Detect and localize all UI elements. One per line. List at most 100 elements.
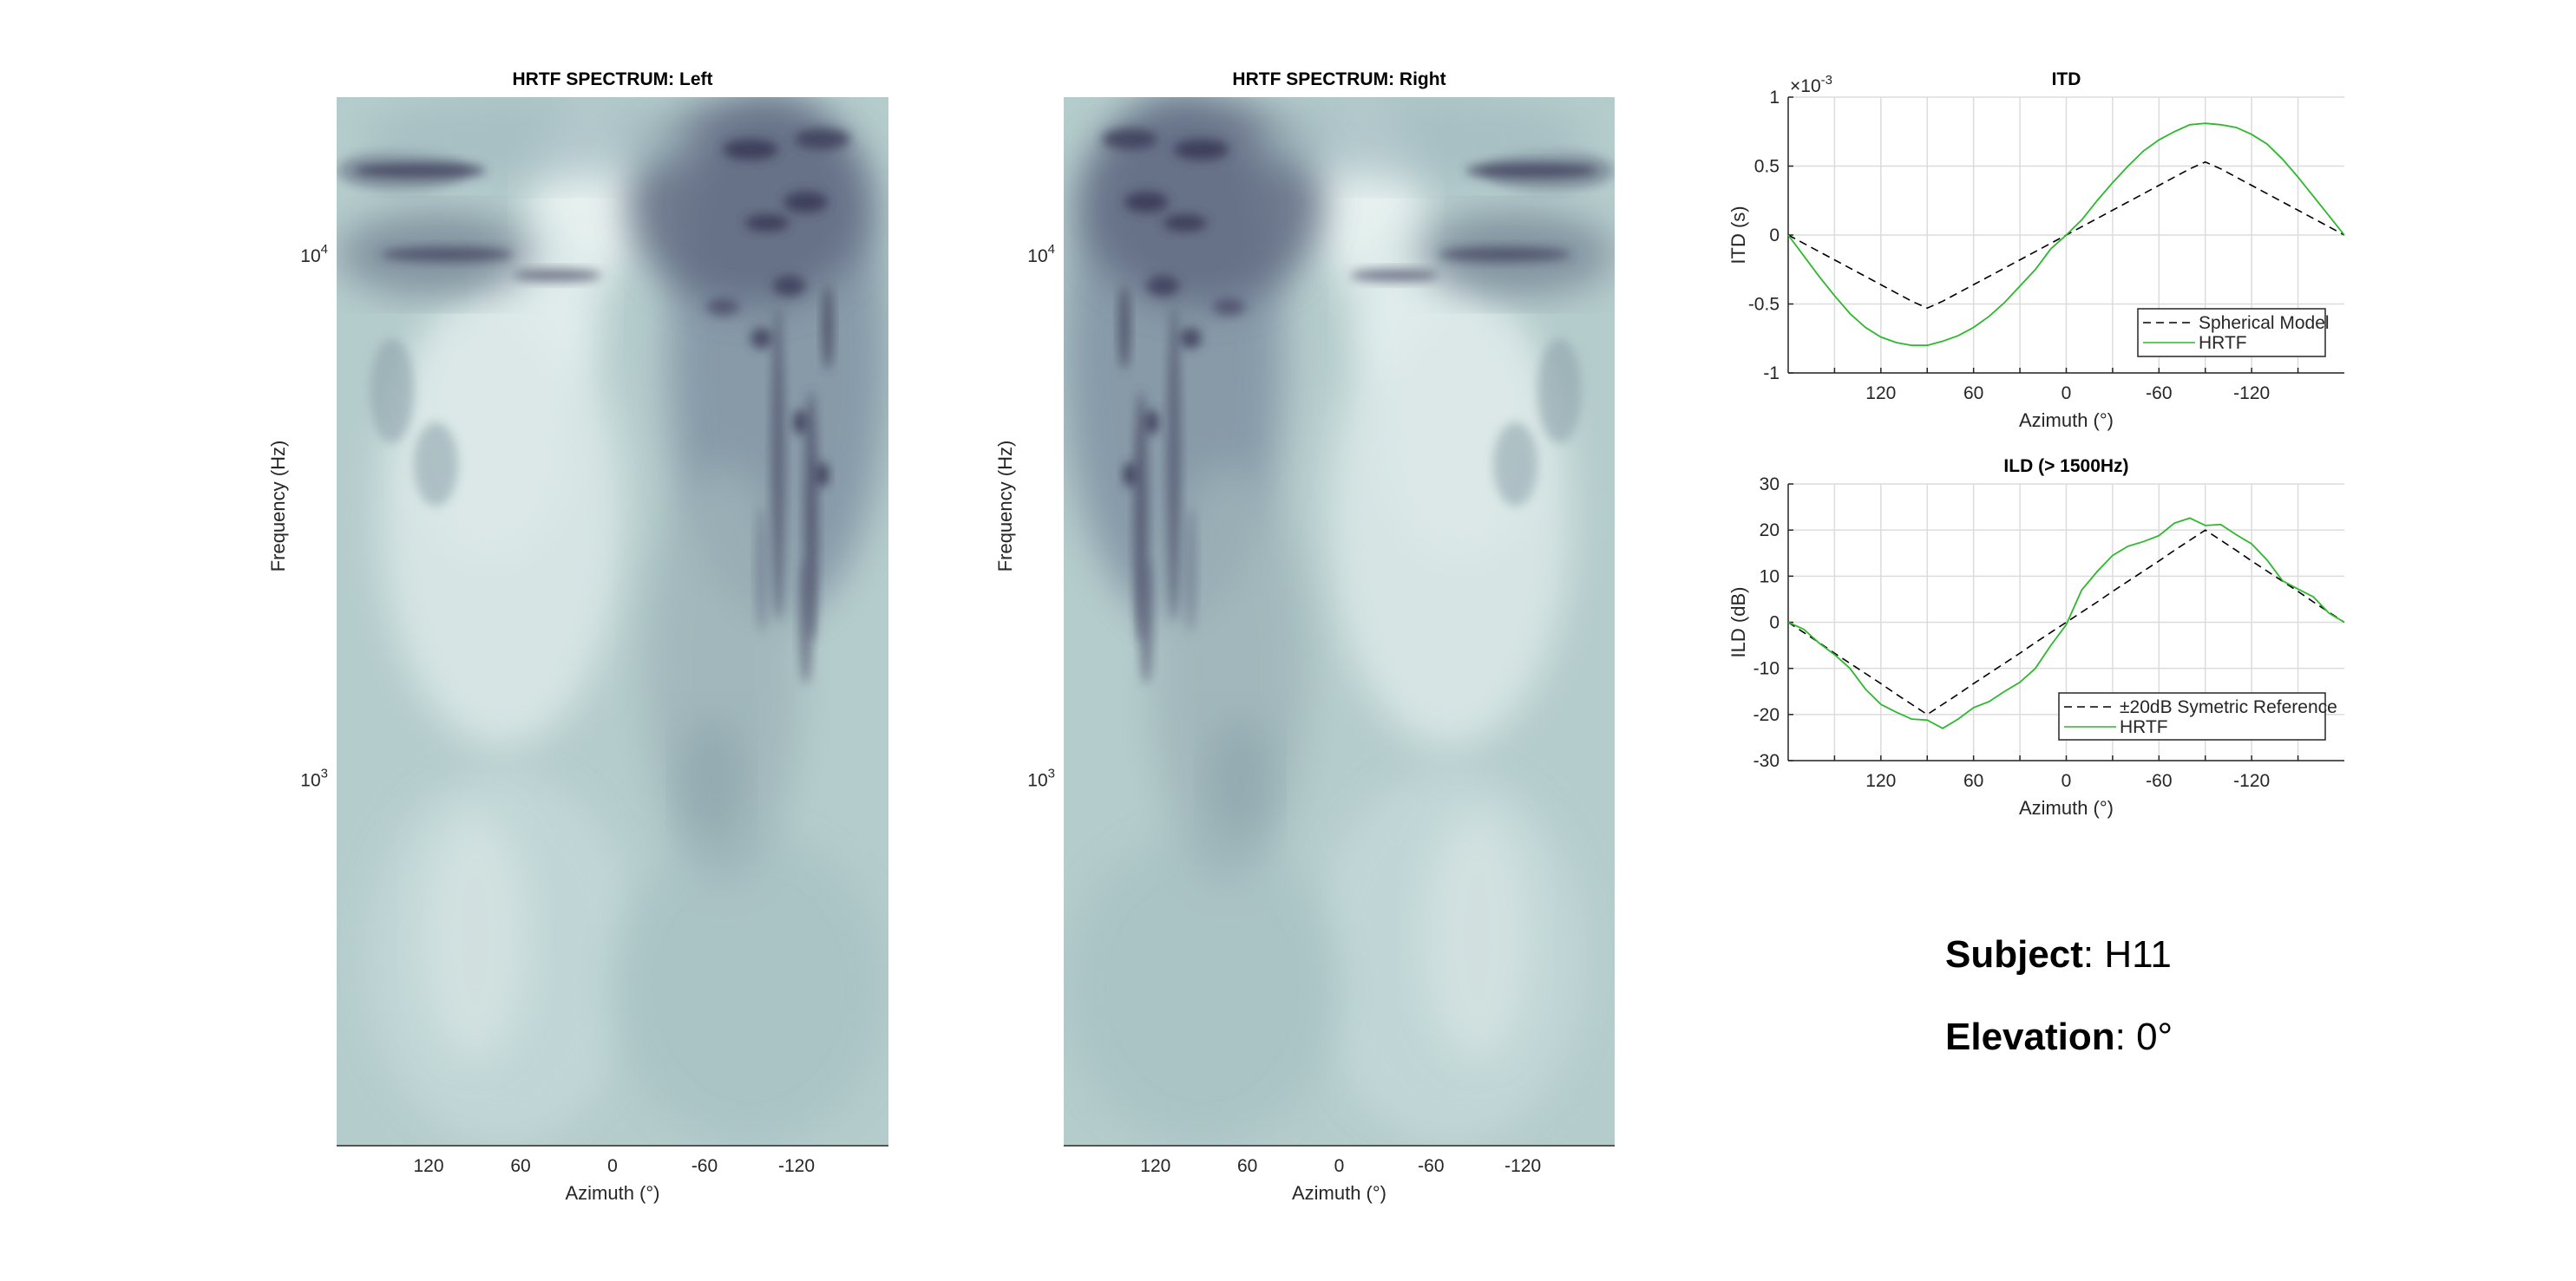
- y-tick-label: 0.5: [1754, 157, 1780, 177]
- y-tick-label: 20: [1760, 520, 1780, 540]
- heatmap-cell: [751, 327, 773, 350]
- heatmap-cell: [1537, 338, 1582, 443]
- legend-label: HRTF: [2120, 717, 2168, 737]
- heatmap-cell: [1184, 506, 1196, 632]
- heatmap-cell: [1465, 161, 1598, 180]
- heatmap-cell: [744, 214, 790, 232]
- tick-exponent: 3: [1048, 766, 1055, 781]
- heatmap-cell: [364, 97, 696, 181]
- y-tick-label: 0: [1769, 225, 1780, 245]
- heatmap-cell: [1179, 327, 1202, 350]
- y-tick-label: -1: [1763, 363, 1780, 383]
- x-tick-label: -60: [1418, 1156, 1444, 1176]
- x-tick-label: 60: [1237, 1156, 1257, 1176]
- tick-base: 10: [1027, 770, 1047, 790]
- y-tick-label: 10: [1760, 566, 1780, 586]
- heatmap-cell: [1146, 275, 1180, 297]
- heatmap-cell: [756, 506, 768, 632]
- heatmap-cell: [1123, 461, 1137, 487]
- x-tick-label: -120: [1504, 1156, 1541, 1176]
- legend-label: Spherical Model: [2199, 313, 2330, 333]
- tick-base: 10: [300, 770, 320, 790]
- heatmap-cell: [706, 298, 740, 316]
- tick-base: 10: [300, 246, 320, 266]
- x-tick-label: 0: [2061, 383, 2072, 403]
- heatmap-cell: [1438, 246, 1571, 262]
- exponent-power: -3: [1821, 73, 1832, 88]
- x-tick-label: 0: [1334, 1156, 1345, 1176]
- tick-exponent: 3: [321, 766, 328, 781]
- elevation-label: Elevation: [1945, 1016, 2115, 1058]
- x-axis-label: Azimuth (°): [2019, 797, 2114, 819]
- elevation-value: : 0°: [2115, 1016, 2173, 1058]
- heatmap-cell: [1144, 409, 1159, 435]
- legend-label: ±20dB Symetric Reference: [2120, 697, 2337, 717]
- chart-title: ITD: [2052, 69, 2081, 89]
- y-tick-label: -10: [1753, 659, 1780, 679]
- x-tick-label: -120: [778, 1156, 815, 1176]
- legend-box: [2058, 692, 2326, 741]
- x-axis-label: Azimuth (°): [565, 1182, 659, 1204]
- series-line-hrtf: [1787, 122, 2345, 347]
- x-tick-label: -60: [2146, 771, 2172, 791]
- tick-base: 10: [1027, 246, 1047, 266]
- heatmap-cell: [414, 422, 458, 507]
- legend-box: [2137, 308, 2326, 357]
- heatmap-cell: [1212, 298, 1246, 316]
- heatmap-left: HRTF SPECTRUM: Left Azimuth (°) Frequency …: [267, 69, 888, 1204]
- heatmap-cell: [1163, 214, 1208, 232]
- elevation-text: Elevation: 0°: [1945, 1016, 2173, 1058]
- heatmap-cell: [1064, 831, 1340, 1146]
- x-tick-label: 120: [413, 1156, 443, 1176]
- exponent-base: ×10: [1790, 76, 1821, 96]
- x-axis-label: Azimuth (°): [1292, 1182, 1386, 1204]
- heatmap-cell: [822, 285, 834, 370]
- series-line-reference: [1787, 529, 2345, 716]
- tick-exponent: 4: [1048, 242, 1055, 257]
- chart-title: ILD (> 1500Hz): [2003, 456, 2128, 476]
- heatmap-cell: [1124, 191, 1169, 212]
- heatmap-cell: [771, 306, 785, 622]
- x-tick-label: 120: [1865, 771, 1896, 791]
- heatmap-title: HRTF SPECTRUM: Left: [513, 69, 713, 89]
- heatmap-cell: [816, 461, 829, 487]
- x-tick-label: 60: [510, 1156, 530, 1176]
- heatmap-cell: [513, 269, 602, 282]
- y-tick-label: -0.5: [1748, 295, 1780, 315]
- x-tick-label: -60: [2146, 383, 2172, 403]
- tick-exponent: 4: [321, 242, 328, 257]
- heatmap-cell: [1421, 810, 1532, 1062]
- heatmap-image: [337, 97, 888, 1146]
- x-tick-label: -120: [2233, 383, 2270, 403]
- heatmap-cell: [772, 275, 806, 297]
- ild-chart: 120 60 0 -60 -120 -30 -20 -10 0 10 20 30 ILD (> 1500…: [1727, 456, 2345, 819]
- y-axis-label: Frequency (Hz): [994, 441, 1016, 572]
- x-tick-label: 120: [1865, 383, 1896, 403]
- y-tick-label: 104: [1027, 242, 1055, 266]
- heatmap-cell: [1493, 422, 1538, 507]
- y-tick-label: 1: [1769, 88, 1780, 108]
- y-tick-label: 103: [300, 766, 328, 790]
- heatmap-cell: [353, 161, 486, 180]
- heatmap-cell: [723, 139, 778, 160]
- legend-label: HRTF: [2199, 333, 2247, 353]
- heatmap-cell: [414, 306, 569, 559]
- heatmap-cell: [1256, 97, 1588, 181]
- y-tick-label: 30: [1760, 474, 1780, 494]
- heatmap-cell: [793, 409, 807, 435]
- heatmap-cell: [1383, 306, 1538, 559]
- heatmap-cell: [1102, 128, 1157, 150]
- subject-label: Subject: [1945, 933, 2083, 976]
- y-tick-label: -30: [1753, 751, 1780, 771]
- y-axis-label: ITD (s): [1727, 206, 1749, 264]
- subject-value: : H11: [2083, 933, 2172, 976]
- heatmap-cell: [794, 128, 850, 150]
- y-tick-label: 104: [300, 242, 328, 266]
- y-tick-label: 0: [1769, 613, 1780, 633]
- x-tick-label: 0: [2061, 771, 2072, 791]
- heatmap-cell: [1207, 716, 1274, 842]
- heatmap-cell: [419, 810, 530, 1062]
- heatmap-cell: [1174, 139, 1229, 160]
